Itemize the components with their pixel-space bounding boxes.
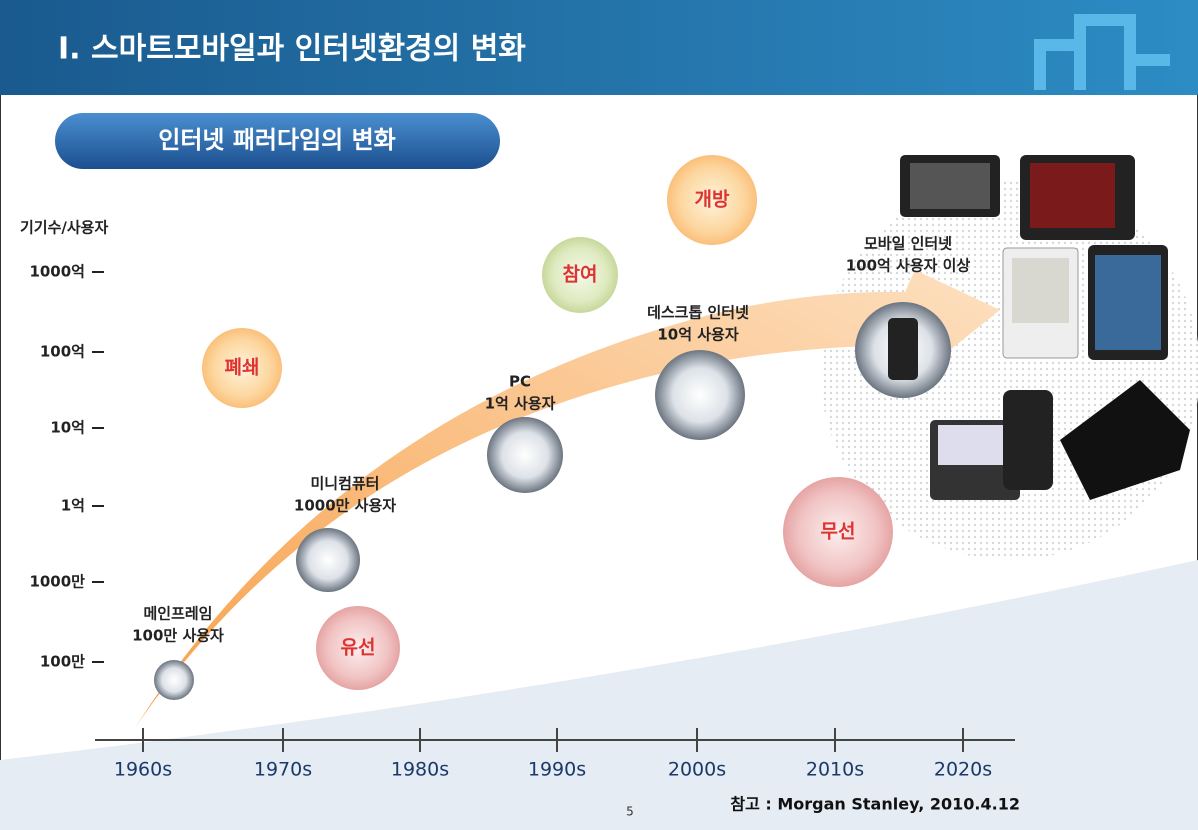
- stage-icon: [487, 417, 563, 493]
- x-label: 2020s: [934, 759, 992, 781]
- bubble-label: 참여: [563, 264, 598, 286]
- stage-label: 1억 사용자: [485, 395, 556, 413]
- bubble-label: 유선: [341, 637, 376, 659]
- stage-label: 데스크톱 인터넷: [647, 304, 749, 322]
- source: 참고 : Morgan Stanley, 2010.4.12: [730, 795, 1020, 814]
- stage-icon: [154, 660, 194, 700]
- x-label: 2000s: [668, 759, 726, 781]
- x-label: 1970s: [254, 759, 312, 781]
- y-label: 100억: [40, 343, 85, 361]
- device-screen: [938, 425, 1012, 465]
- y-label: 100만: [40, 653, 85, 671]
- x-label: 1960s: [114, 759, 172, 781]
- y-label: 1억: [61, 497, 85, 515]
- device-screen: [1095, 255, 1161, 350]
- y-label: 10억: [50, 419, 85, 437]
- stage-label: 메인프레임: [143, 605, 212, 623]
- device-screen: [910, 163, 990, 209]
- bubble-label: 폐쇄: [225, 357, 260, 379]
- stage-label: 미니컴퓨터: [310, 475, 379, 493]
- page-number: 5: [626, 805, 634, 819]
- bubble-label: 개방: [695, 189, 730, 211]
- bubble-label: 무선: [821, 521, 856, 543]
- phone-icon: [888, 318, 918, 380]
- slide: I. 스마트모바일과 인터넷환경의 변화 인터넷 패러다임의 변화 기기수/사용…: [0, 0, 1198, 830]
- stage-label: 모바일 인터넷: [864, 235, 952, 253]
- device-screen: [1012, 258, 1069, 323]
- stage-icon: [655, 350, 745, 440]
- stage-label: PC: [509, 373, 531, 391]
- subtitle: 인터넷 패러다임의 변화: [158, 126, 396, 154]
- y-axis-title: 기기수/사용자: [20, 219, 108, 237]
- x-label: 1990s: [528, 759, 586, 781]
- stage-label: 1000만 사용자: [294, 497, 396, 515]
- x-label: 1980s: [391, 759, 449, 781]
- stage-label: 100만 사용자: [132, 627, 224, 645]
- stage-label: 10억 사용자: [657, 326, 738, 344]
- y-label: 1000만: [29, 573, 85, 591]
- title: I. 스마트모바일과 인터넷환경의 변화: [58, 32, 526, 67]
- device: [1003, 390, 1053, 490]
- x-label: 2010s: [806, 759, 864, 781]
- y-label: 1000억: [29, 263, 85, 281]
- stage-label: 100억 사용자 이상: [846, 257, 971, 275]
- device-screen: [1030, 163, 1115, 228]
- stage-icon: [296, 528, 360, 592]
